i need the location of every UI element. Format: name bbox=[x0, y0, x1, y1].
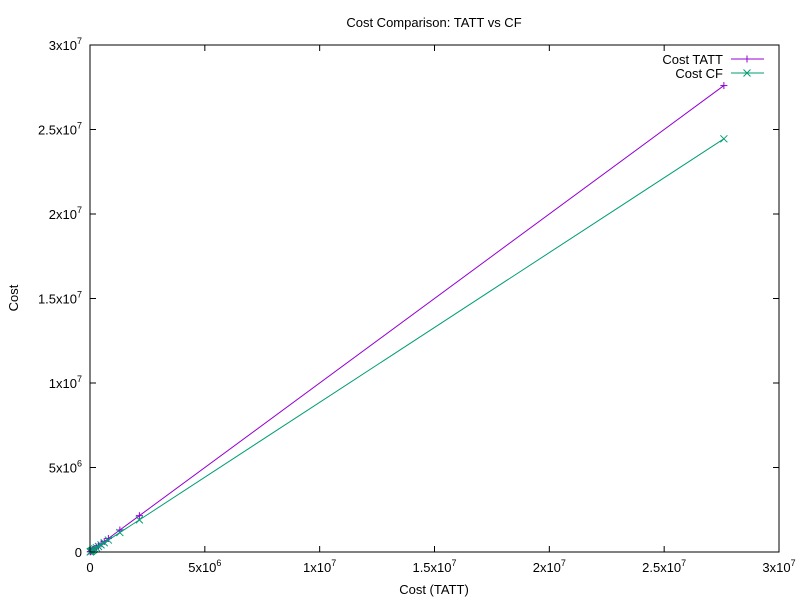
x-axis-label: Cost (TATT) bbox=[399, 582, 469, 597]
y-tick-label: 1.5x107 bbox=[38, 290, 82, 307]
y-tick-label: 5x106 bbox=[49, 459, 82, 476]
x-tick-label: 1x107 bbox=[303, 558, 336, 575]
series-cost-cf bbox=[86, 134, 728, 556]
axis-ticks: 0 5x106 1x107 1.5x107 2x107 2.5x107 3x107 0 5x10… bbox=[38, 36, 796, 575]
series-cost-tatt bbox=[86, 82, 728, 556]
plot-series bbox=[86, 82, 728, 556]
data-point bbox=[104, 536, 113, 544]
legend-label: Cost TATT bbox=[662, 52, 723, 67]
data-point bbox=[720, 134, 728, 143]
data-point bbox=[135, 516, 144, 524]
legend-label: Cost CF bbox=[675, 66, 723, 81]
chart-title: Cost Comparison: TATT vs CF bbox=[346, 15, 521, 30]
x-tick-label: 0 bbox=[86, 560, 93, 575]
plot-frame bbox=[89, 44, 780, 553]
y-axis-label: Cost bbox=[6, 284, 21, 311]
y-tick-label: 3x107 bbox=[49, 36, 82, 53]
x-tick-label: 1.5x107 bbox=[412, 558, 456, 575]
y-tick-label: 0 bbox=[75, 545, 82, 560]
y-tick-label: 1x107 bbox=[49, 374, 82, 391]
series-line bbox=[89, 138, 725, 553]
data-point bbox=[116, 528, 124, 537]
y-tick-label: 2x107 bbox=[49, 205, 82, 222]
x-tick-label: 2.5x107 bbox=[642, 558, 686, 575]
series-line bbox=[89, 85, 725, 553]
x-tick-label: 2x107 bbox=[533, 558, 566, 575]
x-tick-label: 5x106 bbox=[188, 558, 221, 575]
legend-swatch-marker bbox=[743, 69, 751, 77]
y-tick-label: 2.5x107 bbox=[38, 121, 82, 138]
data-point bbox=[100, 538, 109, 547]
x-tick-label: 3x107 bbox=[762, 558, 795, 575]
data-point bbox=[92, 543, 101, 552]
